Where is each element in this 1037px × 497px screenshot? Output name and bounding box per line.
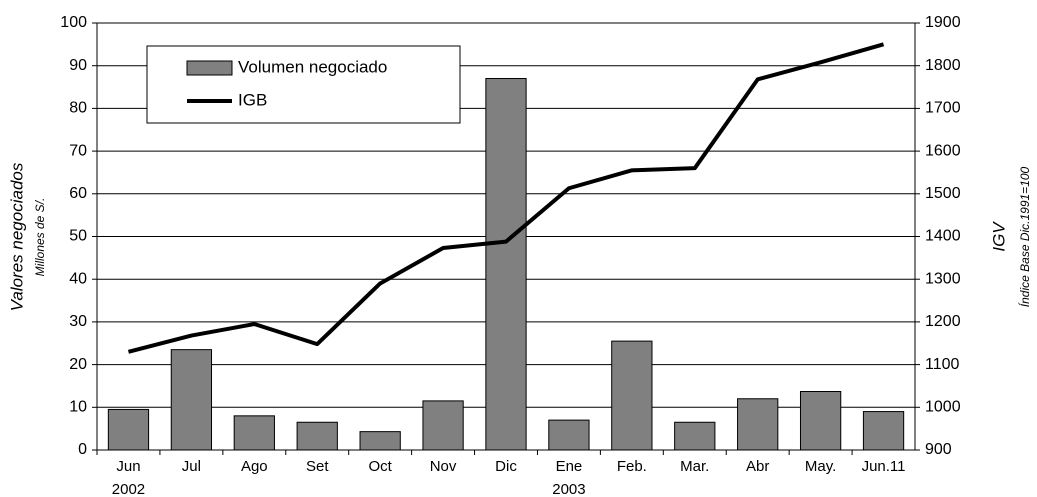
bar [611, 340, 653, 451]
y-tick-label: 20 [69, 356, 87, 373]
y2-tick-label: 1400 [925, 228, 961, 245]
y-tick-label: 10 [69, 399, 87, 416]
y2-tick-label: 900 [925, 441, 952, 458]
y2-tick-label: 1300 [925, 270, 961, 287]
y2-tick-label: 1800 [925, 57, 961, 74]
x-tick-label: May. [805, 458, 836, 475]
bar [233, 415, 275, 451]
legend-swatch [186, 60, 233, 76]
line [127, 42, 885, 354]
y2-tick-label: 1100 [925, 356, 960, 373]
bar [107, 408, 150, 451]
x-tick-label: Abr [746, 458, 769, 475]
bar [485, 78, 527, 451]
bar [737, 398, 779, 451]
y-tick-label: 80 [69, 100, 87, 117]
y2-tick-label: 1900 [925, 14, 961, 31]
y2-tick-label: 1500 [925, 185, 961, 202]
x-tick-label: Jul [182, 458, 201, 475]
x-tick-label: Ene [556, 458, 583, 475]
y-tick-label: 40 [69, 270, 87, 287]
y-tick-label: 0 [78, 441, 87, 458]
x-tick-label: Feb. [617, 458, 647, 475]
y-axis-sublabel: Millones de S/. [33, 198, 47, 277]
y2-tick-label: 1600 [925, 142, 961, 159]
y-tick-label: 100 [60, 14, 87, 31]
bar [296, 421, 338, 451]
x-tick-sublabel: 2003 [552, 481, 585, 497]
bar [359, 431, 401, 451]
x-tick-label: Mar. [680, 458, 709, 475]
y-tick-label: 90 [69, 57, 87, 74]
y2-tick-label: 1200 [925, 313, 961, 330]
y-tick-label: 60 [69, 185, 87, 202]
x-tick-label: Dic [495, 458, 517, 475]
legend-label: IGB [238, 90, 267, 109]
legend-box [146, 45, 461, 124]
y2-axis-sublabel: Índice Base Dic.1991=100 [1017, 166, 1032, 307]
x-tick-sublabel: 2002 [112, 481, 145, 497]
y2-tick-label: 1000 [925, 399, 961, 416]
bar [674, 421, 716, 451]
y-tick-label: 30 [69, 313, 87, 330]
x-tick-label: Jun [116, 458, 140, 475]
x-tick-label: Set [306, 458, 329, 475]
y2-axis-label: IGV [989, 221, 1008, 252]
bar [799, 391, 842, 451]
bar [862, 411, 905, 451]
x-tick-label: Ago [241, 458, 268, 475]
bar [548, 419, 590, 451]
y2-tick-label: 1700 [925, 100, 961, 117]
y-axis-label: Valores negociados [7, 162, 26, 311]
bar [170, 349, 213, 451]
y-tick-label: 50 [69, 228, 87, 245]
legend-label: Volumen negociado [238, 57, 387, 76]
x-tick-label: Jun.11 [862, 458, 906, 475]
y-tick-label: 70 [69, 142, 87, 159]
bar [422, 400, 464, 451]
x-tick-label: Oct [368, 458, 392, 475]
x-tick-label: Nov [430, 458, 457, 475]
